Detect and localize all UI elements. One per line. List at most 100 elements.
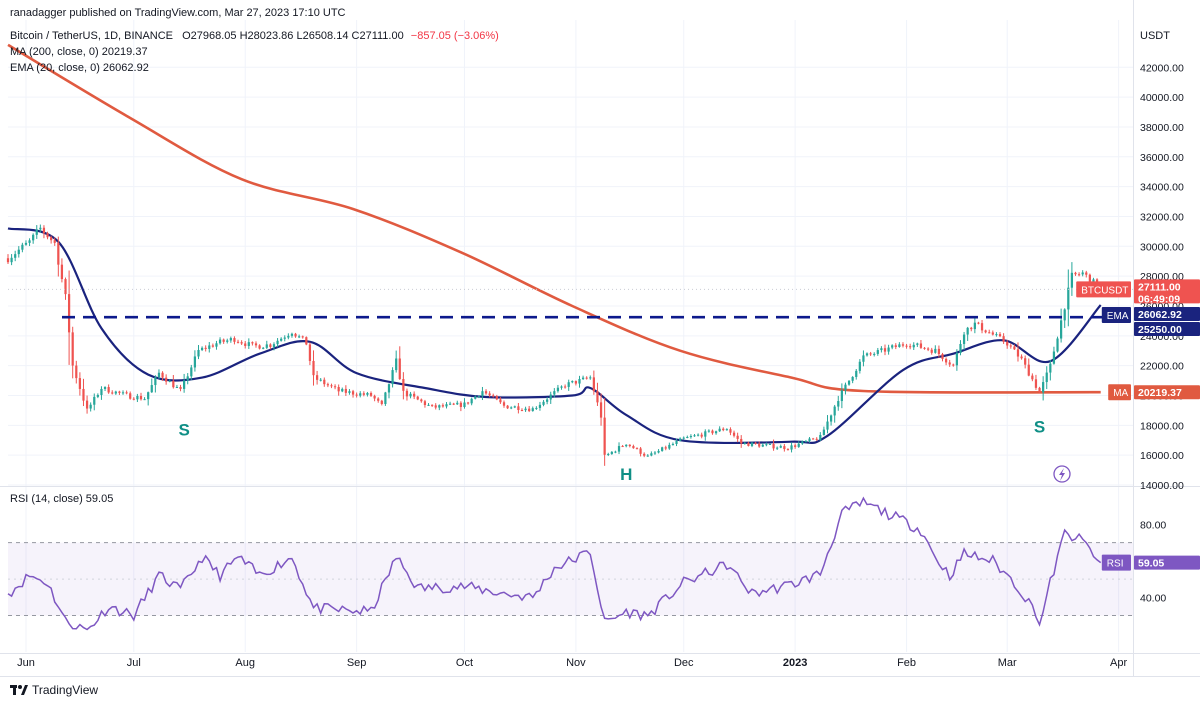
candle-body (1009, 345, 1012, 347)
candle-body (481, 391, 484, 397)
candle-body (524, 408, 527, 411)
candle-body (614, 451, 617, 453)
candle-body (129, 393, 132, 399)
candle-body (265, 344, 268, 348)
candle-body (1024, 358, 1027, 365)
price-axis-label: 40000.00 (1140, 92, 1184, 104)
price-axis-label: 16000.00 (1140, 450, 1184, 462)
level-badge-text: 25250.00 (1138, 324, 1182, 336)
candle-body (743, 442, 746, 444)
last-price-badge-text: 27111.00 (1138, 281, 1181, 293)
candle-body (280, 338, 283, 341)
candle-body (441, 405, 445, 407)
candle-body (362, 393, 365, 395)
rsi-badge: 59.05 (1134, 555, 1200, 570)
candle-body (431, 404, 434, 406)
candle-body (283, 337, 286, 339)
candle-body (794, 445, 797, 447)
candle-body (17, 249, 20, 255)
candle-body (466, 402, 470, 404)
candle-body (740, 438, 743, 444)
candle-body (348, 391, 351, 393)
time-axis-label: Feb (897, 657, 916, 669)
candle-body (923, 347, 926, 349)
candle-body (804, 441, 808, 443)
last-price-tag-bg (1076, 281, 1131, 298)
candle-body (750, 442, 754, 446)
candle-body (1092, 279, 1095, 284)
candle-body (236, 341, 240, 343)
candle-body (456, 402, 459, 405)
candle-body (82, 388, 85, 401)
candle-body (962, 334, 966, 344)
candle-body (653, 452, 657, 454)
candle-body (107, 387, 110, 393)
candle-body (628, 444, 631, 447)
candle-body (829, 415, 833, 422)
candle-body (405, 390, 409, 397)
candle-body (1088, 274, 1091, 284)
candle-body (916, 343, 919, 345)
candle-body (71, 332, 74, 366)
ma200-path (7, 43, 1101, 394)
candle-body (369, 392, 373, 396)
currency-label: USDT (1140, 30, 1170, 42)
candle-body (251, 342, 254, 344)
candle-body (995, 334, 998, 336)
candle-body (93, 396, 96, 405)
candle-body (463, 402, 466, 407)
candle-body (413, 393, 416, 397)
candle-body (377, 398, 380, 401)
candle-body (937, 348, 941, 355)
candle-body (287, 335, 290, 338)
candle-body (114, 391, 117, 394)
candle-body (880, 348, 883, 351)
candle-body (488, 393, 491, 396)
candle-body (873, 353, 876, 355)
last-price-tag: BTCUSDT (1076, 281, 1131, 298)
candle-body (1016, 349, 1020, 357)
candle-body (776, 447, 779, 449)
candle-body (294, 333, 297, 337)
candle-body (585, 377, 588, 379)
candle-body (165, 377, 168, 382)
candle-body (391, 370, 394, 385)
candle-body (459, 402, 462, 407)
tradingview-logo[interactable]: TradingView (10, 683, 98, 697)
candle-body (262, 347, 265, 349)
candle-body (366, 392, 369, 395)
candle-body (420, 399, 423, 402)
candle-body (664, 447, 667, 449)
candle-body (150, 385, 153, 393)
candle-body (211, 345, 214, 347)
candle-body (57, 242, 60, 265)
candle-body (1063, 309, 1066, 321)
candle-body (786, 449, 790, 451)
candle-body (1013, 346, 1016, 350)
candle-body (621, 446, 624, 448)
time-axis-label: Aug (235, 657, 255, 669)
candle-body (927, 348, 930, 350)
candle-body (679, 438, 682, 441)
candle-body (409, 393, 412, 397)
price-axis-label: 38000.00 (1140, 122, 1184, 134)
candle-body (977, 322, 980, 324)
candle-body (315, 375, 319, 380)
candle-body (546, 399, 549, 402)
candle-body (470, 398, 473, 404)
candle-body (492, 395, 495, 397)
candle-body (499, 399, 502, 403)
candle-body (172, 380, 175, 388)
candle-body (797, 443, 800, 447)
candle-body (139, 395, 143, 400)
candle-body (85, 400, 89, 409)
candle-body (1027, 364, 1030, 376)
candle-body (826, 421, 829, 430)
candle-body (657, 450, 660, 453)
last-price-badge-bg (1134, 279, 1200, 304)
price-axis-label: 36000.00 (1140, 152, 1184, 164)
candle-body (984, 330, 987, 333)
rsi-axis-label: 40.00 (1140, 592, 1166, 604)
candle-body (747, 442, 750, 446)
